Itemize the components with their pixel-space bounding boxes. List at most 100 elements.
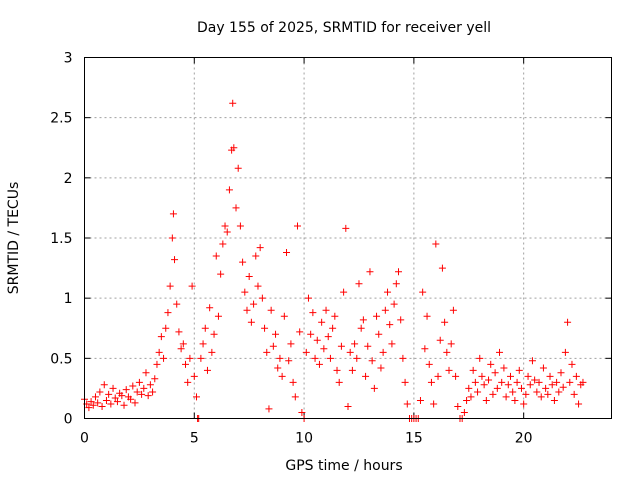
data-point — [474, 388, 482, 396]
data-point — [487, 360, 495, 368]
data-point — [471, 378, 479, 386]
data-point — [427, 378, 435, 386]
data-point — [568, 360, 576, 368]
data-point — [274, 364, 282, 372]
data-point — [234, 164, 242, 172]
data-point — [186, 354, 194, 362]
data-point — [111, 394, 119, 402]
data-point — [375, 330, 383, 338]
data-point — [333, 366, 341, 374]
data-point — [324, 333, 332, 341]
data-point — [265, 405, 273, 413]
data-point — [546, 372, 554, 380]
data-points-layer — [81, 99, 587, 422]
data-point — [575, 400, 583, 408]
data-point — [162, 324, 170, 332]
data-point — [489, 390, 497, 398]
data-point — [236, 222, 244, 230]
data-point — [403, 400, 411, 408]
data-point — [557, 369, 565, 377]
data-point — [232, 204, 240, 212]
data-point — [520, 400, 528, 408]
x-tick-label: 10 — [295, 431, 313, 447]
data-point — [447, 340, 455, 348]
data-point — [544, 390, 552, 398]
data-point — [480, 381, 488, 389]
grid-layer — [84, 57, 612, 419]
data-point — [131, 399, 139, 407]
data-point — [199, 340, 207, 348]
x-tick-label: 20 — [515, 431, 533, 447]
data-point — [230, 144, 238, 152]
data-point — [460, 408, 468, 416]
data-point — [302, 348, 310, 356]
data-point — [149, 388, 157, 396]
data-point — [219, 240, 227, 248]
data-point — [355, 280, 363, 288]
data-point — [386, 321, 394, 329]
data-point — [517, 384, 525, 392]
data-point — [331, 312, 339, 320]
data-point — [173, 300, 181, 308]
data-point — [511, 396, 519, 404]
data-point — [267, 306, 275, 314]
data-point — [496, 348, 504, 356]
data-point — [537, 393, 545, 401]
ticks-layer: 0 0.5 1 1.5 2 2.5 3 0 5 10 15 20 — [50, 51, 612, 447]
data-point — [214, 312, 222, 320]
data-point — [201, 324, 209, 332]
data-point — [256, 244, 264, 252]
data-point — [533, 388, 541, 396]
data-point — [252, 252, 260, 260]
data-point — [155, 348, 163, 356]
data-point — [515, 366, 523, 374]
data-point — [127, 395, 135, 403]
data-point — [395, 268, 403, 276]
data-point — [311, 354, 319, 362]
data-point — [157, 333, 165, 341]
data-point — [168, 234, 176, 242]
data-point — [247, 318, 255, 326]
data-point — [269, 342, 277, 350]
data-point — [388, 340, 396, 348]
data-point — [210, 330, 218, 338]
data-point — [133, 388, 141, 396]
data-point — [197, 354, 205, 362]
data-point — [272, 330, 280, 338]
data-point — [542, 384, 550, 392]
data-point — [522, 390, 530, 398]
data-point — [276, 354, 284, 362]
chart-title: Day 155 of 2025, SRMTID for receiver yel… — [197, 20, 491, 36]
y-axis-label: SRMTID / TECUs — [6, 182, 22, 295]
data-point — [416, 396, 424, 404]
data-point — [449, 306, 457, 314]
data-point — [504, 381, 512, 389]
data-point — [381, 306, 389, 314]
data-point — [241, 288, 249, 296]
data-point — [164, 309, 172, 317]
data-point — [221, 222, 229, 230]
data-point — [329, 324, 337, 332]
data-point — [250, 300, 258, 308]
data-point — [263, 348, 271, 356]
data-point — [498, 378, 506, 386]
data-point — [179, 340, 187, 348]
data-point — [423, 312, 431, 320]
data-point — [278, 372, 286, 380]
data-point — [370, 384, 378, 392]
data-point — [254, 282, 262, 290]
data-point — [144, 392, 152, 400]
data-point — [146, 381, 154, 389]
x-tick-label: 15 — [405, 431, 423, 447]
data-point — [293, 222, 301, 230]
data-point — [566, 378, 574, 386]
data-point — [553, 378, 561, 386]
data-point — [373, 312, 381, 320]
data-point — [436, 336, 444, 344]
data-point — [421, 345, 429, 353]
data-point — [362, 372, 370, 380]
data-point — [535, 378, 543, 386]
data-point — [212, 252, 220, 260]
data-point — [548, 381, 556, 389]
